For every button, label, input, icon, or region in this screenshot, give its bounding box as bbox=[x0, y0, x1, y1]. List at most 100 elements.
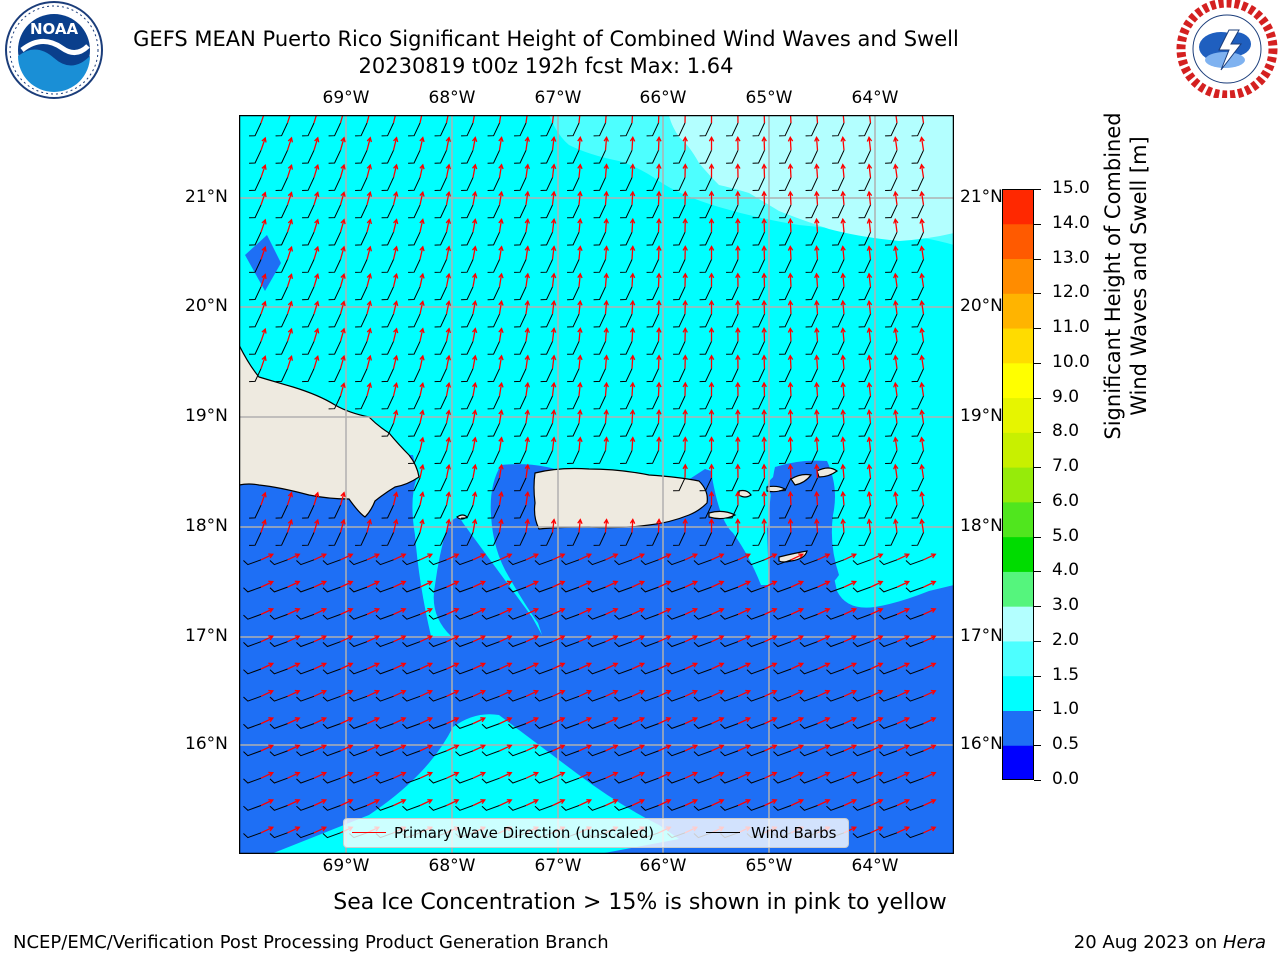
wind-barb bbox=[408, 231, 421, 246]
wind-barb bbox=[858, 450, 871, 464]
wind-barb bbox=[832, 122, 845, 137]
wave-direction-arrow bbox=[446, 553, 459, 561]
wind-barb bbox=[826, 668, 845, 675]
colorbar-tick-mark bbox=[1034, 258, 1041, 260]
wave-arrow-head bbox=[577, 272, 583, 279]
wave-arrow-head bbox=[771, 799, 778, 805]
wave-arrow-head bbox=[347, 799, 354, 805]
wave-arrow-head bbox=[919, 136, 925, 142]
wave-arrow-head bbox=[665, 744, 672, 750]
wave-arrow-head bbox=[586, 607, 593, 613]
wave-arrow-head bbox=[427, 744, 434, 750]
wave-arrow-head bbox=[656, 245, 662, 251]
wave-arrow-head bbox=[904, 635, 911, 641]
wind-barb bbox=[726, 231, 739, 246]
wave-direction-arrow bbox=[525, 690, 539, 697]
wave-arrow-head bbox=[550, 190, 557, 197]
wind-barb bbox=[699, 286, 712, 301]
wave-direction-arrow bbox=[286, 492, 293, 506]
wind-barb bbox=[461, 477, 474, 492]
wave-direction-arrow bbox=[657, 410, 660, 424]
wave-arrow-head bbox=[471, 518, 478, 525]
wave-arrow-head bbox=[761, 463, 767, 470]
wave-arrow-head bbox=[268, 799, 275, 805]
band-0-5-to-1-0-nw-patch bbox=[245, 235, 281, 291]
wind-barb bbox=[646, 341, 659, 355]
wave-arrow-head bbox=[498, 518, 504, 525]
wave-arrow-head bbox=[550, 217, 557, 224]
wave-arrow-head bbox=[665, 662, 672, 668]
colorbar-tick-label: 14.0 bbox=[1052, 212, 1090, 233]
wind-barb bbox=[275, 122, 288, 137]
colorbar-tick-label: 12.0 bbox=[1052, 282, 1090, 303]
wave-arrow-head bbox=[524, 272, 530, 279]
wave-direction-arrow bbox=[578, 553, 592, 561]
wave-direction-arrow bbox=[340, 744, 353, 752]
wave-arrow-head bbox=[294, 744, 301, 750]
wind-barb bbox=[646, 204, 659, 219]
wave-direction-arrow bbox=[499, 799, 512, 807]
wave-direction-arrow bbox=[366, 799, 380, 807]
wave-direction-arrow bbox=[498, 301, 503, 315]
wave-direction-arrow bbox=[472, 137, 476, 151]
wave-arrow-head bbox=[261, 491, 267, 498]
wave-direction-arrow bbox=[894, 328, 898, 342]
wave-arrow-head bbox=[445, 409, 452, 416]
wind-barb bbox=[826, 777, 845, 784]
wind-barb bbox=[805, 341, 818, 355]
nws-logo bbox=[1175, 0, 1279, 100]
wind-barb bbox=[302, 504, 315, 519]
wind-barb bbox=[885, 395, 898, 410]
wave-direction-arrow bbox=[923, 581, 936, 588]
colorbar-tick-label: 15.0 bbox=[1052, 178, 1090, 198]
wave-direction-arrow bbox=[260, 662, 274, 670]
wind-barb bbox=[720, 613, 739, 620]
wave-direction-arrow bbox=[817, 662, 830, 670]
wind-barb bbox=[879, 586, 898, 593]
wind-barb bbox=[328, 532, 341, 546]
lon-label-top: 66°W bbox=[639, 88, 687, 108]
wind-barb bbox=[302, 150, 315, 164]
wave-direction-arrow bbox=[472, 662, 486, 670]
wave-arrow-head bbox=[366, 191, 373, 197]
wind-barb bbox=[269, 641, 288, 648]
wave-arrow-head bbox=[445, 381, 452, 388]
wind-barb bbox=[911, 477, 924, 492]
wind-barb bbox=[567, 259, 580, 273]
wave-direction-arrow bbox=[843, 717, 857, 725]
wave-direction-arrow bbox=[392, 164, 398, 178]
wind-barb bbox=[349, 559, 368, 566]
wave-arrow-head bbox=[851, 689, 858, 695]
wave-arrow-head bbox=[761, 217, 767, 224]
wave-arrow-head bbox=[761, 490, 767, 497]
wind-barb bbox=[428, 668, 447, 675]
wave-direction-arrow bbox=[551, 519, 555, 533]
wave-direction-arrow bbox=[313, 608, 327, 615]
wind-barb bbox=[428, 695, 447, 702]
wave-arrow-head bbox=[708, 272, 715, 279]
wave-direction-arrow bbox=[313, 799, 327, 807]
wave-direction-arrow bbox=[287, 662, 300, 670]
wave-arrow-head bbox=[480, 635, 487, 641]
wave-arrow-head bbox=[840, 490, 846, 497]
wind-barb bbox=[455, 586, 474, 593]
wind-barb bbox=[752, 477, 765, 492]
wave-direction-arrow bbox=[789, 301, 792, 315]
wind-barb bbox=[805, 150, 818, 164]
wave-direction-arrow bbox=[894, 437, 898, 451]
wave-direction-arrow bbox=[392, 192, 398, 206]
colorbar-segment bbox=[1002, 328, 1034, 364]
wave-arrow-head bbox=[930, 717, 937, 723]
wave-direction-arrow bbox=[445, 192, 450, 206]
wind-barb bbox=[858, 286, 871, 301]
wave-direction-arrow bbox=[578, 164, 581, 178]
wind-barb bbox=[879, 559, 898, 566]
wave-arrow-head bbox=[708, 381, 715, 388]
wave-direction-arrow bbox=[605, 581, 618, 588]
wave-arrow-head bbox=[851, 717, 858, 723]
wind-barb bbox=[620, 395, 633, 410]
wave-direction-arrow bbox=[419, 383, 424, 397]
wind-barb bbox=[832, 341, 845, 355]
colorbar-tick-mark bbox=[1034, 501, 1041, 503]
graticule bbox=[239, 115, 954, 854]
